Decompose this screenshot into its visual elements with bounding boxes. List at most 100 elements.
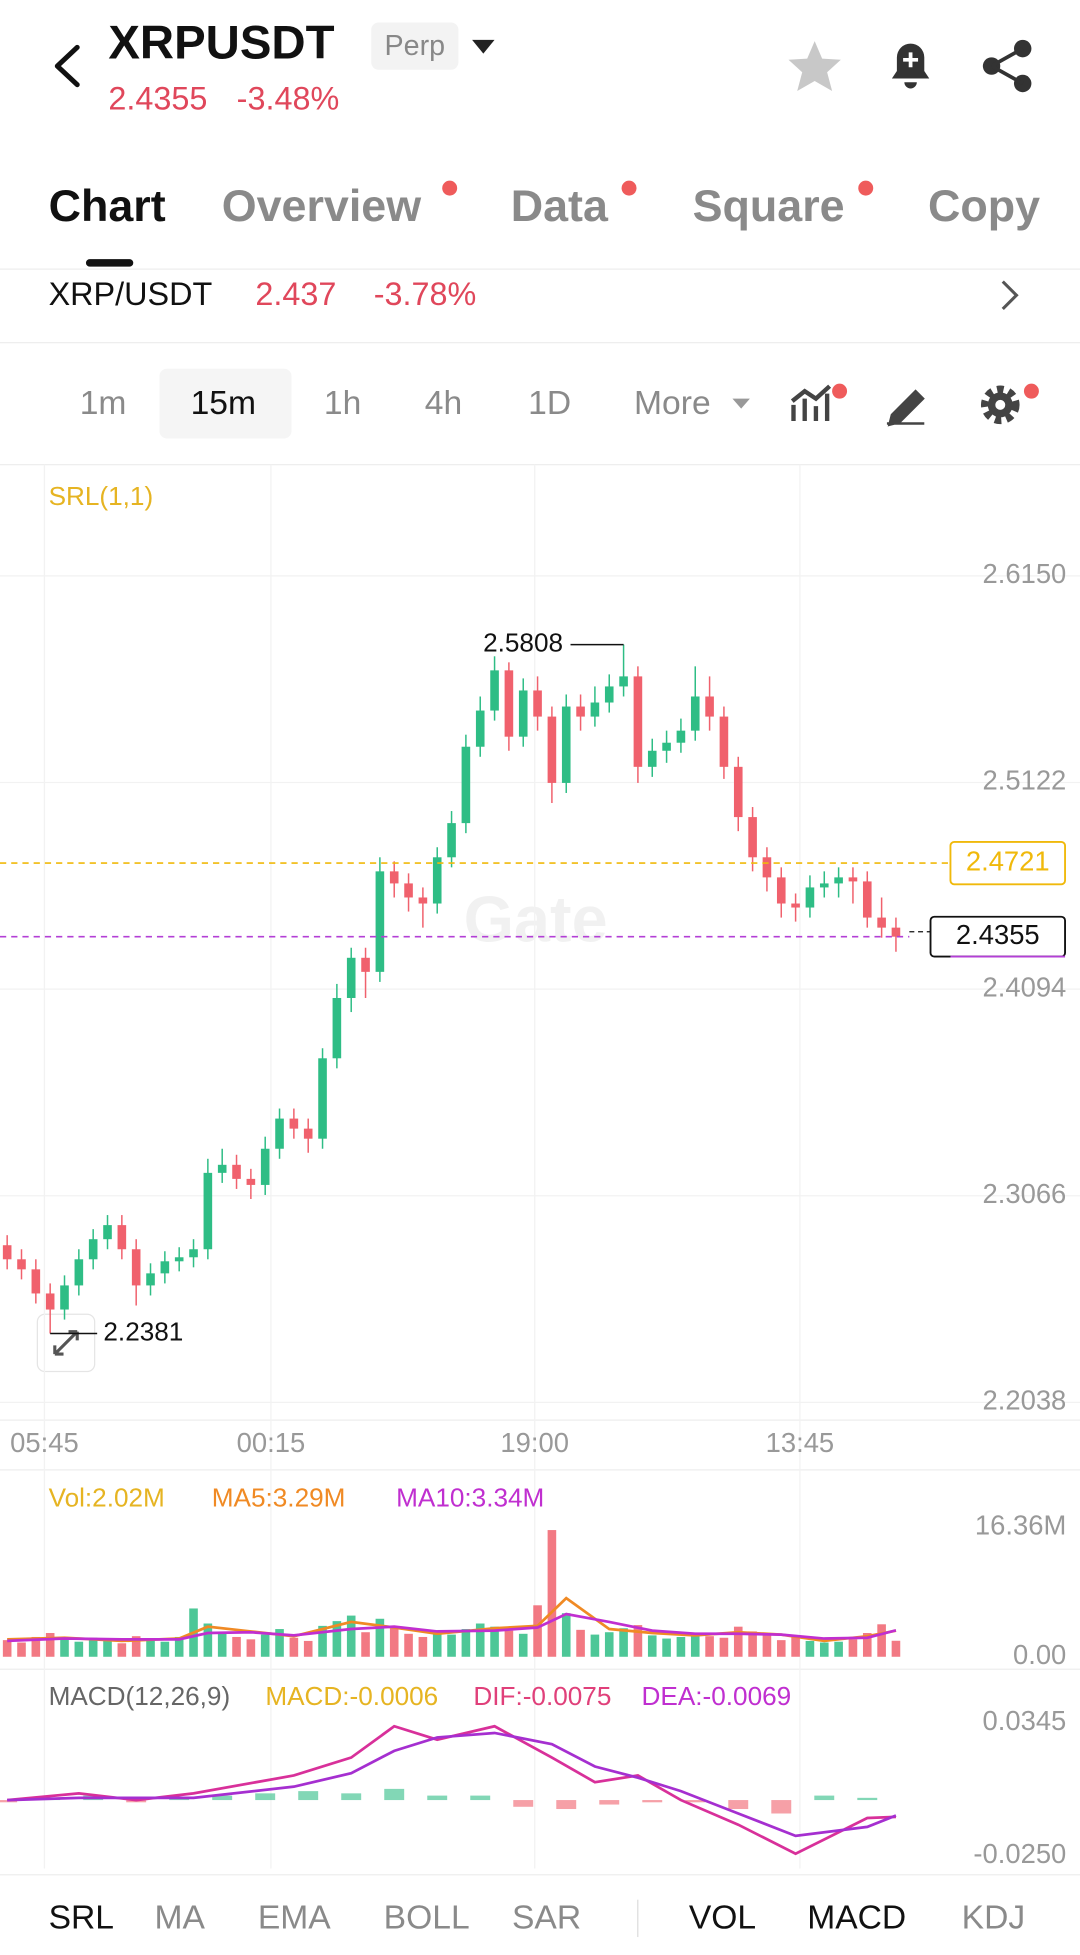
volume-bar	[848, 1639, 858, 1657]
volume-bar	[2, 1640, 12, 1657]
tab-bar: Chart Overview Data Square Copy	[49, 180, 1041, 231]
share-icon[interactable]	[982, 39, 1032, 93]
volume-bar	[432, 1631, 442, 1657]
candle-body	[375, 871, 385, 972]
tab[interactable]: Chart	[49, 180, 166, 231]
volume-bar	[217, 1633, 227, 1657]
volume-bar	[533, 1605, 542, 1657]
dropdown-arrow[interactable]	[472, 39, 495, 54]
more-arrow[interactable]	[732, 398, 750, 409]
srl-label: 2.4721	[966, 845, 1050, 876]
volume-bar	[346, 1615, 356, 1657]
volume-bar	[891, 1640, 901, 1657]
indicator-tab[interactable]: EMA	[258, 1899, 331, 1936]
volume-bar	[318, 1625, 327, 1657]
candle-body	[518, 690, 528, 737]
volume-bar	[676, 1636, 686, 1657]
macd-bar	[857, 1797, 878, 1801]
candle-body	[862, 881, 872, 918]
macd-bar	[427, 1795, 448, 1801]
candle-body	[404, 883, 413, 898]
badge: Perp	[385, 30, 446, 62]
candle-body	[217, 1164, 227, 1173]
candle-body	[2, 1245, 12, 1260]
macd-bar	[470, 1795, 491, 1801]
interval[interactable]: 1h	[324, 385, 361, 422]
low-label: 2.2381	[103, 1316, 183, 1346]
y-tick-label: 2.2038	[983, 1385, 1067, 1416]
indicator-tab[interactable]: KDJ	[962, 1899, 1026, 1936]
candle-body	[662, 742, 671, 751]
candle-body	[547, 716, 557, 783]
macd-bar	[685, 1800, 706, 1803]
spot-pair[interactable]: XRP/USDT	[49, 276, 213, 312]
draw-icon[interactable]	[886, 389, 925, 427]
volume-bar	[103, 1640, 112, 1657]
candle-body	[45, 1293, 55, 1310]
badge-bg[interactable]	[371, 22, 459, 70]
candle-body	[88, 1239, 98, 1260]
candle-body	[31, 1269, 41, 1294]
indicator-tab[interactable]: MA	[154, 1899, 205, 1936]
x-tick-label: 00:15	[237, 1427, 306, 1458]
settings-icon[interactable]	[980, 385, 1020, 425]
volume-bar	[375, 1618, 385, 1657]
macd-bar	[384, 1788, 405, 1801]
volume-bar	[174, 1636, 184, 1657]
x-tick-label: 19:00	[500, 1427, 569, 1458]
candle-body	[361, 957, 370, 972]
volume-bar	[31, 1636, 41, 1657]
candle-body	[776, 877, 786, 904]
volume-bar	[776, 1640, 786, 1657]
interval[interactable]: 4h	[425, 385, 462, 422]
indicator-tab[interactable]: VOL	[689, 1899, 756, 1936]
tab[interactable]: Data	[511, 180, 609, 231]
volume-bar	[819, 1642, 829, 1657]
volume-bar	[17, 1642, 26, 1657]
volume-legend: MA10:3.34M	[396, 1483, 544, 1513]
candle-body	[576, 706, 585, 717]
tab[interactable]: Copy	[928, 180, 1040, 231]
volume-bar	[275, 1629, 284, 1657]
candle-body	[819, 883, 829, 888]
chevron[interactable]	[1001, 280, 1019, 311]
interval[interactable]: 1D	[528, 385, 571, 422]
volume-bar	[805, 1640, 815, 1657]
interval-bar: 1m 15m 1h 4h 1D More	[80, 385, 711, 422]
candle-body	[117, 1225, 127, 1250]
candle-body	[303, 1128, 313, 1139]
indicator-tab[interactable]: SRL	[49, 1899, 114, 1936]
volume-bar	[60, 1639, 69, 1657]
volume-bar	[203, 1623, 213, 1657]
volume-bar	[461, 1629, 471, 1657]
favorite-icon[interactable]	[788, 41, 841, 91]
y-tick-label: 2.3066	[983, 1178, 1067, 1209]
macd-bar	[556, 1800, 577, 1810]
indicator-icon[interactable]	[790, 384, 832, 422]
interval[interactable]: 15m	[191, 385, 256, 422]
candle-body	[762, 857, 772, 878]
volume-bar	[862, 1633, 872, 1657]
tab[interactable]: Overview	[222, 180, 421, 231]
indicator-tab[interactable]: MACD	[807, 1899, 906, 1936]
candle-body	[733, 766, 743, 818]
candle-body	[103, 1225, 112, 1240]
candle-body	[146, 1273, 155, 1286]
volume-bar	[447, 1634, 456, 1657]
y-tick-label: 16.36M	[975, 1509, 1066, 1540]
indicator-tab[interactable]: SAR	[512, 1899, 581, 1936]
back-button[interactable]	[54, 44, 80, 88]
candle-body	[332, 997, 342, 1059]
macd-legend: DEA:-0.0069	[642, 1681, 792, 1711]
volume-bar	[705, 1636, 714, 1657]
interval[interactable]: More	[634, 385, 711, 422]
indicator-tab[interactable]: BOLL	[384, 1899, 470, 1936]
interval[interactable]: 1m	[80, 385, 127, 422]
volume-bar	[504, 1630, 514, 1657]
candle-body	[275, 1118, 284, 1149]
volume-bar	[762, 1633, 772, 1657]
volume-bar	[834, 1641, 843, 1657]
volume-bar	[475, 1623, 485, 1657]
tab[interactable]: Square	[693, 180, 845, 231]
interval-active-bg	[159, 368, 292, 439]
